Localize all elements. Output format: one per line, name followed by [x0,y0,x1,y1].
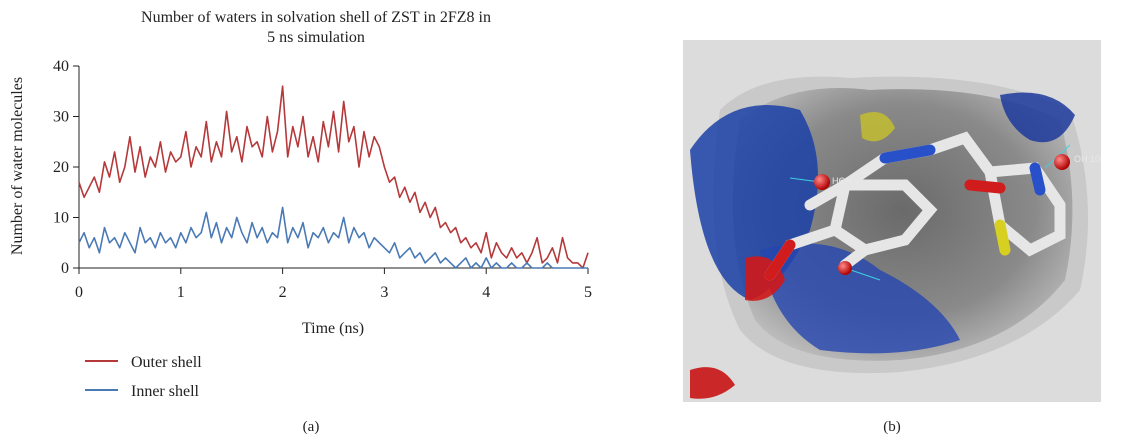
y-axis-label: Number of water molecules [9,77,26,255]
y-tick-label: 40 [53,58,69,75]
ligand-sticks [764,131,1066,281]
panel-b-caption: (b) [883,419,901,435]
series-layer [78,85,589,269]
red-surface-patch-bottom [690,367,735,399]
water-label-2: OH 1082.A [1074,154,1119,164]
x-tick-label: 2 [279,284,287,301]
x-tick-label: 1 [177,284,185,301]
x-axis-label: Time (ns) [302,320,364,337]
x-tick-label: 3 [380,284,388,301]
x-tick-label: 0 [75,284,83,301]
y-tick-label: 20 [53,159,69,176]
x-tick-label: 5 [584,284,592,301]
y-axis: 0 10 20 30 40 [53,58,80,277]
y-tick-label: 10 [53,210,69,227]
series-line-outer-shell [78,85,589,269]
blue-surface-patch-bottom [760,243,960,354]
legend-label-outer-shell: Outer shell [131,354,202,371]
x-axis: 0 1 2 3 4 5 [75,267,592,301]
y-tick-label: 0 [61,260,69,277]
surface-rim [683,40,1101,402]
panel-a-caption: (a) [303,419,320,435]
series-line-inner-shell [78,206,588,269]
panel-a-chart: Number of waters in solvation shell of Z… [9,9,592,435]
chart-title-line-1: Number of waters in solvation shell of Z… [141,9,491,26]
chart-title-line-2: 5 ns simulation [267,29,365,46]
water-molecule-1 [814,174,830,190]
water-label-1: HOH 1 [832,176,860,186]
yellow-surface-patch [860,111,895,142]
x-tick-label: 4 [482,284,490,301]
water-molecule-3 [838,261,852,275]
panel-b-molecule-image: HOH 1 OH 1082.A (b) [683,40,1119,435]
y-tick-label: 30 [53,109,69,126]
legend-label-inner-shell: Inner shell [131,383,200,400]
water-molecule-2 [1054,154,1070,170]
blue-surface-patch-right [1000,92,1075,143]
legend: Outer shell Inner shell [85,354,202,400]
